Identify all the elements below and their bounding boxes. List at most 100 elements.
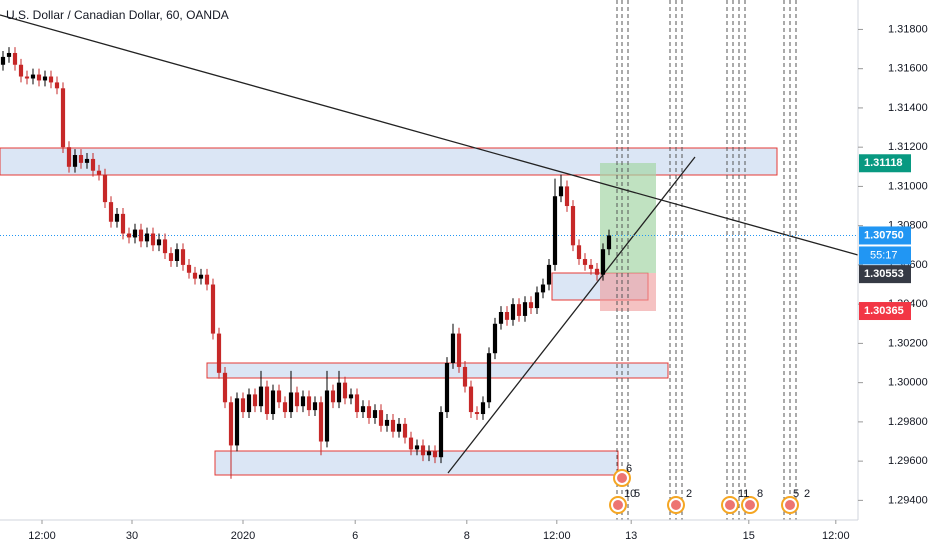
y-tick-label: 1.31000	[888, 180, 928, 192]
candle-body	[414, 445, 420, 450]
candle-body	[522, 302, 528, 316]
trend-line	[0, 14, 859, 256]
candle-body	[408, 437, 414, 450]
x-tick-label: 13	[625, 530, 637, 542]
candle-body	[204, 274, 210, 285]
candle-body	[264, 386, 270, 415]
candle-body	[468, 386, 474, 413]
candle-body	[60, 88, 66, 148]
candle-body	[336, 382, 342, 403]
x-tick-label: 12:00	[28, 530, 56, 542]
candle-body	[378, 410, 384, 426]
candle-body	[6, 52, 12, 57]
candle-body	[276, 390, 282, 403]
price-label: 1.30553	[864, 268, 904, 280]
candle-body	[270, 390, 276, 415]
price-label-box	[859, 265, 911, 284]
y-tick-label: 1.31400	[888, 102, 928, 114]
candle-body	[492, 323, 498, 354]
candle-body	[504, 312, 510, 320]
candle-body	[66, 147, 72, 167]
candle-body	[396, 423, 402, 432]
candle-body	[456, 333, 462, 367]
zone	[0, 147, 778, 176]
candle-body	[54, 82, 60, 89]
candle-body	[420, 445, 426, 456]
candle-body	[36, 74, 42, 81]
plot	[0, 47, 858, 479]
candle-body	[144, 233, 150, 242]
countdown-box	[859, 246, 911, 265]
candle-body	[246, 394, 252, 413]
candle-body	[228, 402, 234, 446]
candle-body	[198, 274, 204, 279]
candle-body	[102, 174, 108, 203]
candle-body	[594, 268, 600, 275]
session-lines	[616, 0, 797, 520]
candle-body	[486, 353, 492, 403]
x-tick-label: 12:00	[543, 530, 571, 542]
candle-body	[174, 249, 180, 261]
candle-body	[348, 394, 354, 399]
event-label: 5	[634, 488, 640, 500]
zone	[206, 362, 669, 379]
candle-body	[12, 52, 18, 65]
candle-body	[210, 284, 216, 334]
candle-body	[0, 56, 6, 65]
candle-body	[510, 304, 516, 320]
candle-body	[462, 366, 468, 387]
event-icon-flag	[617, 473, 627, 483]
trend-line	[447, 156, 696, 474]
candle-body	[90, 158, 96, 171]
candle-body	[42, 76, 48, 81]
x-tick-label: 15	[743, 530, 755, 542]
x-tick-label: 12:00	[822, 530, 850, 542]
candle-body	[480, 402, 486, 415]
candle-body	[588, 264, 594, 269]
price-label: 1.30750	[864, 229, 904, 241]
candle-body	[120, 213, 126, 234]
candle-body	[156, 239, 162, 246]
event-label: 5	[793, 488, 799, 500]
y-tick-label: 1.31600	[888, 63, 928, 75]
candle-body	[552, 196, 558, 265]
candle-body	[288, 392, 294, 413]
candle-body	[150, 233, 156, 246]
candle-body	[222, 372, 228, 403]
event-icon-flag	[725, 500, 735, 510]
x-tick-label: 6	[352, 530, 358, 542]
candle-body	[72, 155, 78, 167]
candle-body	[426, 451, 432, 456]
candle-body	[342, 382, 348, 399]
y-tick-label: 1.29800	[888, 416, 928, 428]
candle-body	[330, 390, 336, 403]
candle-body	[360, 406, 366, 413]
event-icon-flag	[785, 500, 795, 510]
candle-body	[294, 392, 300, 407]
event-label: 6	[626, 463, 632, 475]
candle-body	[192, 272, 198, 279]
event-label: 11	[738, 488, 749, 500]
price-label-box	[859, 154, 911, 173]
candle-body	[162, 239, 168, 254]
event-icon-flag	[613, 500, 623, 510]
candle-body	[564, 186, 570, 207]
candle-body	[402, 423, 408, 438]
candle-body	[138, 229, 144, 242]
x-tick-label: 30	[126, 530, 138, 542]
candle-body	[78, 155, 84, 163]
candle-body	[186, 264, 192, 273]
candle-body	[438, 412, 444, 458]
x-tick-label: 8	[464, 530, 470, 542]
candle-body	[132, 229, 138, 238]
candle-body	[216, 333, 222, 373]
countdown: 55:17	[870, 249, 898, 261]
candle-body	[354, 394, 360, 413]
candle-body	[606, 235, 612, 250]
candle-body	[18, 64, 24, 77]
stop-area	[600, 273, 656, 311]
candle-body	[258, 386, 264, 407]
candle-body	[30, 74, 36, 79]
